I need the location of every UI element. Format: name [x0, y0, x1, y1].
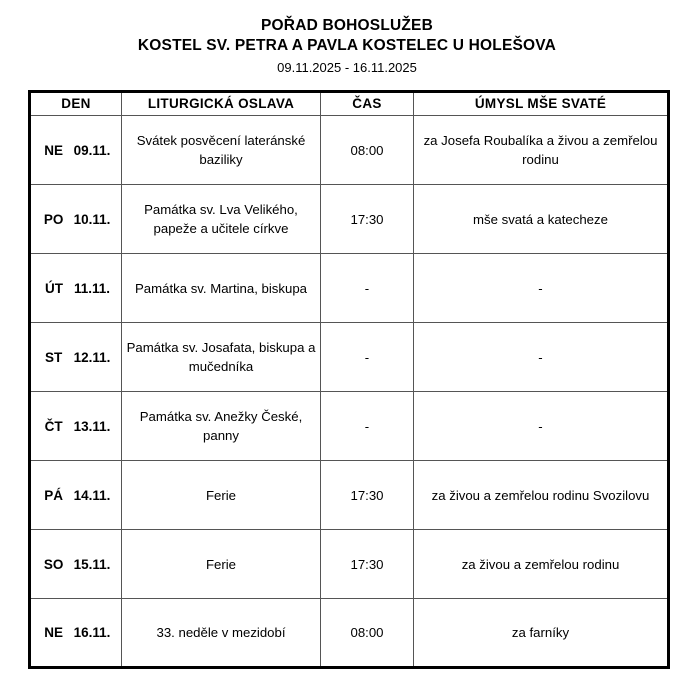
day-cell: PO 10.11.	[29, 184, 122, 254]
time-cell: -	[320, 391, 414, 461]
intent-cell: -	[413, 391, 669, 461]
column-header-time: ČAS	[320, 91, 414, 116]
parish-church-name: KOSTEL SV. PETRA A PAVLA KOSTELEC U HOLE…	[137, 37, 557, 54]
day-cell: ČT 13.11.	[29, 391, 122, 461]
column-header-intent: ÚMYSL MŠE SVATÉ	[413, 91, 669, 116]
column-header-feast: LITURGICKÁ OSLAVA	[121, 91, 321, 116]
day-date: 15.11.	[73, 556, 111, 572]
table-header: DEN LITURGICKÁ OSLAVA ČAS ÚMYSL MŠE SVAT…	[29, 91, 669, 116]
feast-cell: Svátek posvěcení lateránské baziliky	[121, 115, 321, 185]
page-heading: POŘAD BOHOSLUŽEB KOSTEL SV. PETRA A PAVL…	[0, 16, 694, 78]
feast-cell: Ferie	[121, 529, 321, 599]
feast-cell: Památka sv. Lva Velikého, papeže a učite…	[121, 184, 321, 254]
day-date: 12.11.	[73, 349, 111, 365]
time-cell: -	[320, 322, 414, 392]
intent-cell: za farníky	[413, 598, 669, 668]
day-of-week: NE	[44, 142, 63, 158]
table-row: ČT 13.11. Památka sv. Anežky České, panny…	[29, 391, 669, 461]
day-cell: ÚT 11.11.	[29, 253, 122, 323]
table-row: NE 16.11. 33. neděle v mezidobí 08:00 za …	[29, 598, 669, 668]
intent-cell: mše svatá a katecheze	[413, 184, 669, 254]
time-cell: 17:30	[320, 529, 414, 599]
day-cell: SO 15.11.	[29, 529, 122, 599]
day-cell: ST 12.11.	[29, 322, 122, 392]
intent-cell: -	[413, 253, 669, 323]
schedule-table-container: DEN LITURGICKÁ OSLAVA ČAS ÚMYSL MŠE SVAT…	[28, 90, 670, 669]
day-date: 11.11.	[73, 280, 111, 296]
table-row: ST 12.11. Památka sv. Josafata, biskupa a…	[29, 322, 669, 392]
time-cell: 17:30	[320, 184, 414, 254]
intent-cell: za živou a zemřelou rodinu	[413, 529, 669, 599]
page-title: POŘAD BOHOSLUŽEB	[261, 17, 433, 34]
day-date: 10.11.	[73, 211, 111, 227]
mass-schedule-table: DEN LITURGICKÁ OSLAVA ČAS ÚMYSL MŠE SVAT…	[28, 90, 670, 669]
day-date: 16.11.	[73, 625, 111, 640]
intent-cell: za živou a zemřelou rodinu Svozilovu	[413, 460, 669, 530]
date-range: 09.11.2025 - 16.11.2025	[277, 60, 417, 75]
day-of-week: ÚT	[44, 280, 63, 296]
time-cell: 17:30	[320, 460, 414, 530]
day-of-week: ST	[44, 349, 63, 365]
table-row: PO 10.11. Památka sv. Lva Velikého, papež…	[29, 184, 669, 254]
column-header-day: DEN	[29, 91, 122, 116]
table-body: NE 09.11. Svátek posvěcení lateránské baz…	[29, 115, 669, 668]
day-of-week: SO	[43, 556, 64, 572]
table-row: SO 15.11. Ferie 17:30 za živou a zemřelou…	[29, 529, 669, 599]
feast-cell: Památka sv. Josafata, biskupa a mučedník…	[121, 322, 321, 392]
day-of-week: NE	[44, 625, 63, 640]
intent-cell: -	[413, 322, 669, 392]
feast-cell: Ferie	[121, 460, 321, 530]
time-cell: 08:00	[320, 115, 414, 185]
day-date: 09.11.	[73, 142, 111, 158]
feast-cell: Památka sv. Anežky České, panny	[121, 391, 321, 461]
day-cell: PÁ 14.11.	[29, 460, 122, 530]
day-of-week: PO	[43, 211, 64, 227]
day-of-week: ČT	[44, 418, 63, 434]
time-cell: -	[320, 253, 414, 323]
day-cell: NE 16.11.	[29, 598, 122, 668]
day-of-week: PÁ	[44, 487, 63, 503]
intent-cell: za Josefa Roubalíka a živou a zemřelou r…	[413, 115, 669, 185]
table-row: PÁ 14.11. Ferie 17:30 za živou a zemřelou…	[29, 460, 669, 530]
feast-cell: 33. neděle v mezidobí	[121, 598, 321, 668]
day-date: 13.11.	[73, 418, 111, 434]
time-cell: 08:00	[320, 598, 414, 668]
day-cell: NE 09.11.	[29, 115, 122, 185]
table-row: ÚT 11.11. Památka sv. Martina, biskupa - …	[29, 253, 669, 323]
table-header-row: DEN LITURGICKÁ OSLAVA ČAS ÚMYSL MŠE SVAT…	[29, 91, 669, 116]
table-row: NE 09.11. Svátek posvěcení lateránské baz…	[29, 115, 669, 185]
day-date: 14.11.	[73, 487, 111, 503]
feast-cell: Památka sv. Martina, biskupa	[121, 253, 321, 323]
